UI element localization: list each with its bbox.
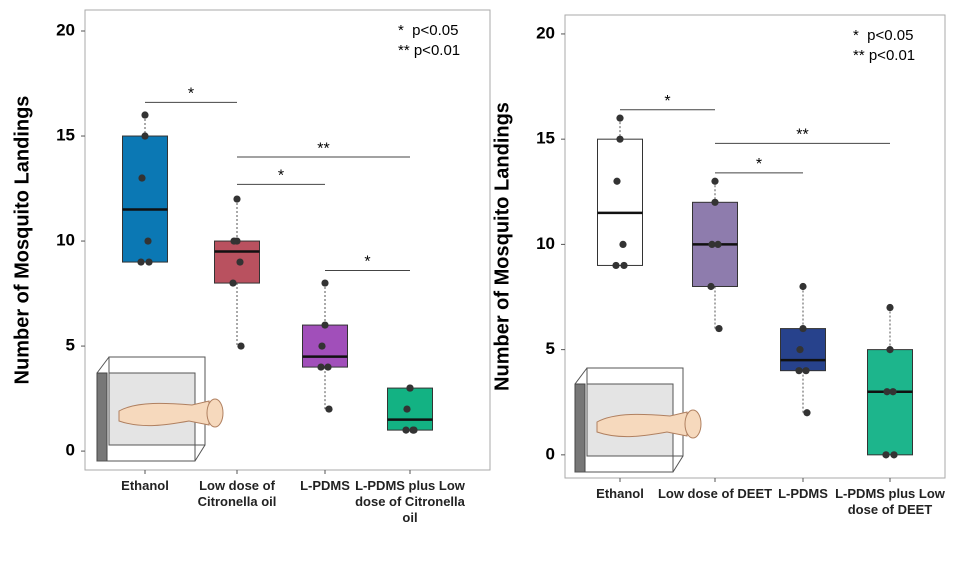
significance-label: * (188, 86, 194, 103)
y-tick-label: 10 (536, 234, 555, 253)
data-point (237, 342, 245, 350)
data-point (324, 363, 332, 371)
plot-frame (84, 9, 491, 471)
y-tick-label: 0 (546, 444, 555, 463)
data-point (715, 324, 723, 333)
sleeve (206, 398, 224, 428)
x-tick-label: Ethanol (596, 486, 644, 501)
data-point (890, 451, 898, 459)
data-point (612, 261, 620, 270)
data-point (403, 405, 411, 413)
data-point (410, 426, 418, 434)
data-point (707, 282, 715, 291)
data-point (711, 177, 719, 185)
cage-wall (574, 383, 586, 473)
y-tick-label: 20 (56, 20, 75, 39)
data-point (711, 198, 719, 206)
data-point (795, 367, 803, 375)
data-point (802, 367, 810, 375)
data-point (325, 405, 333, 413)
data-point (796, 346, 804, 354)
data-point (138, 174, 146, 182)
data-point (619, 240, 627, 248)
data-point (799, 324, 807, 333)
data-point (799, 282, 807, 291)
data-point (402, 426, 410, 434)
y-tick-label: 10 (56, 231, 75, 250)
data-point (317, 363, 325, 371)
data-point (886, 303, 894, 312)
x-tick-label: L-PDMS (778, 486, 828, 501)
arm (118, 400, 210, 427)
data-point (321, 279, 329, 287)
data-point (321, 321, 329, 329)
y-tick-label: 0 (66, 441, 75, 460)
x-tick-label: Low dose of DEET (657, 486, 773, 501)
data-point (613, 177, 621, 185)
x-tick-label: Ethanol (121, 478, 169, 493)
data-point (236, 258, 244, 266)
y-axis-label: Number of Mosquito Landings (11, 96, 33, 385)
x-tick-label: L-PDMS plus Low dose of DEET (835, 486, 945, 517)
plot-frame (564, 14, 946, 479)
arm (596, 411, 688, 438)
significance-note: ** p<0.01 (398, 42, 460, 59)
data-point (714, 240, 722, 248)
x-tick-label: L-PDMS (300, 478, 350, 493)
data-point (616, 114, 624, 122)
data-point (318, 342, 326, 350)
box (122, 135, 168, 263)
y-tick-label: 15 (56, 126, 75, 145)
data-point (886, 346, 894, 354)
data-point (708, 240, 716, 248)
significance-label: * (756, 156, 762, 173)
cage-illustration (96, 356, 224, 462)
data-point (406, 384, 414, 392)
significance-label: ** (317, 140, 329, 157)
data-point (230, 237, 238, 245)
data-point (137, 258, 145, 266)
data-point (883, 388, 891, 396)
cage-wall (96, 372, 108, 462)
cage-illustration (574, 367, 702, 473)
data-point (229, 279, 237, 287)
data-point (620, 261, 628, 270)
significance-label: * (278, 168, 284, 185)
sleeve (684, 409, 702, 439)
y-axis-label: Number of Mosquito Landings (491, 102, 513, 391)
data-point (803, 409, 811, 417)
significance-label: * (364, 254, 370, 271)
data-point (141, 132, 149, 140)
significance-label: * (664, 93, 670, 110)
data-point (233, 195, 241, 203)
data-point (889, 388, 897, 396)
data-point (144, 237, 152, 245)
x-tick-label: L-PDMS plus Low dose of Citronella oil (355, 478, 465, 525)
x-tick-label: Low dose of Citronella oil (197, 478, 277, 509)
data-point (616, 135, 624, 143)
y-tick-label: 5 (66, 336, 75, 355)
significance-label: ** (796, 127, 808, 144)
box (597, 138, 643, 266)
data-point (882, 451, 890, 459)
y-tick-label: 15 (536, 129, 555, 148)
y-tick-label: 5 (546, 339, 555, 358)
y-tick-label: 20 (536, 23, 555, 42)
data-point (141, 111, 149, 119)
significance-note: ** p<0.01 (853, 47, 915, 64)
data-point (145, 258, 153, 266)
box (867, 349, 913, 456)
significance-note: * p<0.05 (398, 22, 458, 39)
significance-note: * p<0.05 (853, 27, 913, 44)
